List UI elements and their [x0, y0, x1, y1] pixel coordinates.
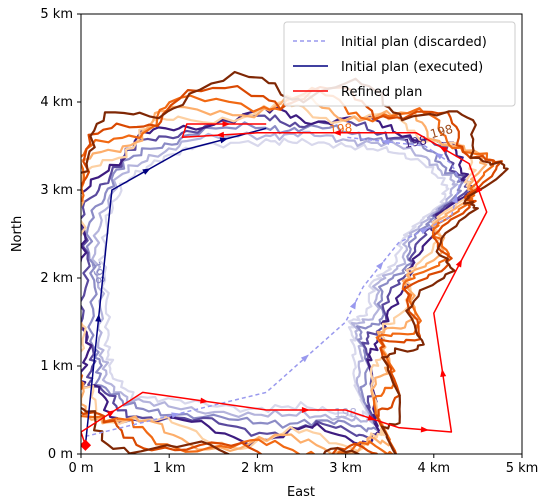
direction-arrow — [215, 131, 225, 138]
contour-line — [81, 94, 488, 454]
direction-arrow — [95, 313, 102, 322]
y-tick-label: 4 km — [40, 95, 73, 110]
y-tick-label: 2 km — [40, 271, 73, 286]
contour-line — [85, 121, 465, 433]
y-tick-label: 3 km — [40, 183, 73, 198]
legend: Initial plan (discarded) Initial plan (ex… — [283, 21, 516, 107]
x-axis: 0 m 1 km 2 km 3 km 4 km 5 km — [68, 454, 538, 476]
contour-line — [81, 113, 471, 441]
contour-line — [97, 137, 450, 418]
direction-arrow — [301, 407, 310, 413]
x-tick-label: 0 m — [68, 461, 93, 476]
x-tick-label: 3 km — [329, 461, 362, 476]
plot-frame — [80, 13, 523, 455]
x-tick-label: 1 km — [153, 461, 186, 476]
contour-label: 198 — [403, 133, 428, 151]
direction-arrow — [300, 354, 309, 363]
contour-line — [91, 130, 459, 426]
y-axis-label: North — [10, 216, 25, 252]
direction-arrow — [434, 152, 444, 160]
legend-label: Initial plan (discarded) — [341, 35, 487, 50]
x-tick-label: 4 km — [417, 461, 450, 476]
y-tick-label: 0 m — [48, 447, 73, 462]
direction-arrow — [381, 139, 390, 146]
direction-arrow — [440, 368, 447, 377]
direction-arrow — [200, 397, 209, 404]
y-tick-label: 5 km — [40, 7, 73, 22]
direction-arrow — [376, 261, 384, 270]
x-axis-label: East — [287, 485, 315, 500]
legend-label: Refined plan — [341, 85, 422, 100]
contour-line — [81, 84, 503, 454]
contour-label: 198 — [429, 122, 455, 141]
contour-label: 198 — [329, 121, 353, 137]
series-layer — [81, 121, 488, 451]
x-tick-label: 5 km — [506, 461, 539, 476]
direction-arrow — [420, 426, 429, 433]
y-axis: 0 m 1 km 2 km 3 km 4 km 5 km — [40, 7, 81, 462]
direction-arrow — [219, 137, 229, 144]
direction-arrow — [439, 146, 448, 153]
direction-arrow — [452, 194, 458, 204]
direction-arrow — [171, 412, 180, 419]
direction-arrow — [106, 410, 116, 417]
direction-arrow — [222, 121, 231, 127]
contour-line — [81, 70, 509, 454]
direction-arrow — [142, 168, 151, 175]
direction-arrow — [332, 129, 341, 136]
legend-box — [283, 21, 516, 107]
direction-arrow — [420, 227, 429, 235]
direction-arrow — [455, 259, 463, 268]
series-line — [81, 123, 488, 446]
x-tick-label: 2 km — [241, 461, 274, 476]
direction-arrow — [349, 300, 357, 310]
y-tick-label: 1 km — [40, 359, 73, 374]
direction-arrow — [367, 414, 376, 421]
legend-label: Initial plan (executed) — [341, 60, 483, 75]
direction-arrow — [476, 184, 483, 193]
